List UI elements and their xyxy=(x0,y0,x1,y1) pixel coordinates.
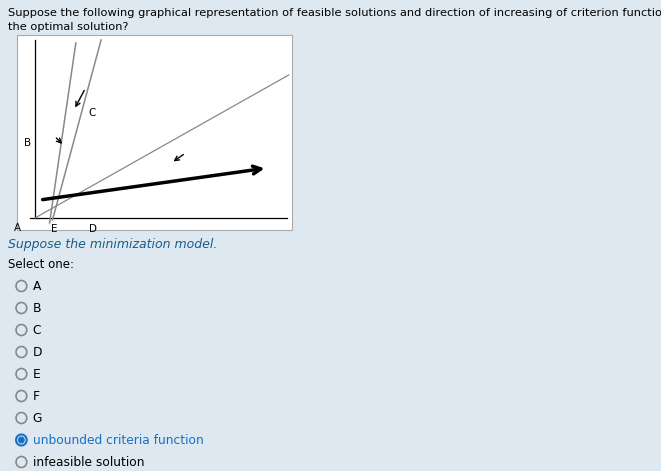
Text: D: D xyxy=(89,224,97,234)
Text: E: E xyxy=(32,367,40,381)
Text: C: C xyxy=(32,324,41,336)
Text: A: A xyxy=(15,223,21,233)
Text: F: F xyxy=(32,390,40,403)
Text: D: D xyxy=(32,346,42,358)
Text: Suppose the minimization model.: Suppose the minimization model. xyxy=(8,238,217,251)
Bar xyxy=(17,35,292,230)
Text: B: B xyxy=(24,138,31,148)
Text: unbounded criteria function: unbounded criteria function xyxy=(32,433,204,447)
Text: G: G xyxy=(32,412,42,424)
Text: infeasible solution: infeasible solution xyxy=(32,455,144,469)
Text: C: C xyxy=(89,108,96,118)
Text: the optimal solution?: the optimal solution? xyxy=(8,22,128,32)
Text: E: E xyxy=(51,224,58,234)
Text: A: A xyxy=(32,279,41,292)
Text: B: B xyxy=(32,301,41,315)
Text: Select one:: Select one: xyxy=(8,258,74,271)
Circle shape xyxy=(18,437,24,444)
Text: Suppose the following graphical representation of feasible solutions and directi: Suppose the following graphical represen… xyxy=(8,8,661,18)
